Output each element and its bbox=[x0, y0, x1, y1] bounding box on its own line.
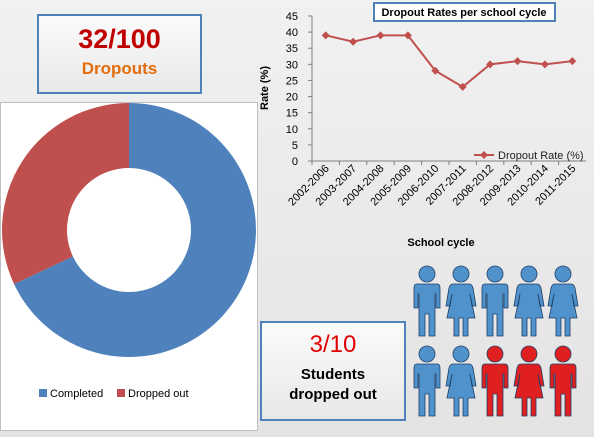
dropout-line-chart: 0510152025303540452002-20062003-20072004… bbox=[259, 2, 586, 249]
students-stat-label-line1: Students bbox=[300, 366, 366, 383]
y-tick-label: 20 bbox=[286, 92, 298, 104]
chart-title-frame bbox=[373, 2, 556, 22]
y-tick-label: 35 bbox=[286, 43, 298, 55]
dropout-rate-line bbox=[325, 34, 573, 89]
students-stat-label-line2: dropped out bbox=[289, 385, 377, 403]
dropout-rate-point bbox=[403, 31, 412, 40]
dropouts-stat-label: Dropouts bbox=[81, 59, 158, 78]
doughnut-slice-dropped-out bbox=[1, 103, 130, 285]
y-tick-label: 30 bbox=[286, 59, 298, 71]
y-tick-label: 40 bbox=[286, 27, 298, 39]
dropout-rate-point bbox=[540, 60, 549, 69]
y-tick-label: 25 bbox=[286, 75, 298, 87]
student-icon bbox=[547, 265, 579, 337]
dropout-rate-point bbox=[458, 82, 467, 91]
y-axis-label: Rate (%) bbox=[259, 66, 271, 110]
y-tick-label: 15 bbox=[286, 108, 298, 120]
y-tick-label: 45 bbox=[286, 11, 298, 23]
legend-label: Dropout Rate (%) bbox=[498, 150, 584, 162]
dropout-rate-point bbox=[513, 57, 522, 66]
legend-label: Completed bbox=[50, 388, 103, 400]
dropout-rate-point bbox=[486, 60, 495, 69]
y-tick-label: 0 bbox=[292, 156, 298, 168]
chart-title: Dropout Rates per school cycle bbox=[381, 7, 546, 19]
dropout-rate-point bbox=[376, 31, 385, 40]
legend-marker bbox=[480, 151, 488, 159]
doughnut-slice-completed bbox=[14, 103, 257, 357]
doughnut-chart: Completed Dropped out bbox=[1, 103, 257, 400]
student-icon bbox=[413, 345, 441, 417]
dropouts-stat-card: 32/100 Dropouts bbox=[37, 14, 202, 94]
dropped-student-icon bbox=[549, 345, 577, 417]
student-icon bbox=[513, 265, 545, 337]
y-tick-label: 5 bbox=[292, 140, 298, 152]
dropped-student-icon bbox=[513, 345, 545, 417]
legend-swatch bbox=[39, 389, 47, 397]
dropout-rate-point bbox=[321, 31, 330, 40]
legend-swatch bbox=[117, 389, 125, 397]
students-dropped-stat-card: 3/10 Students dropped out bbox=[260, 321, 406, 421]
dropout-rate-point bbox=[431, 66, 440, 75]
student-icon bbox=[445, 265, 477, 337]
student-icon bbox=[413, 265, 441, 337]
student-icon bbox=[445, 345, 477, 417]
legend-label: Dropped out bbox=[128, 388, 189, 400]
dropout-rate-point bbox=[568, 57, 577, 66]
student-icon bbox=[481, 265, 509, 337]
dropout-rate-point bbox=[349, 37, 358, 46]
dropped-student-icon bbox=[481, 345, 509, 417]
y-tick-label: 10 bbox=[286, 124, 298, 136]
student-pictogram bbox=[413, 265, 579, 417]
x-axis-label: School cycle bbox=[407, 237, 474, 249]
students-stat-value: 3/10 bbox=[309, 331, 357, 358]
dropouts-stat-value: 32/100 bbox=[78, 24, 161, 54]
doughnut-chart-panel: Completed Dropped out bbox=[0, 102, 258, 431]
